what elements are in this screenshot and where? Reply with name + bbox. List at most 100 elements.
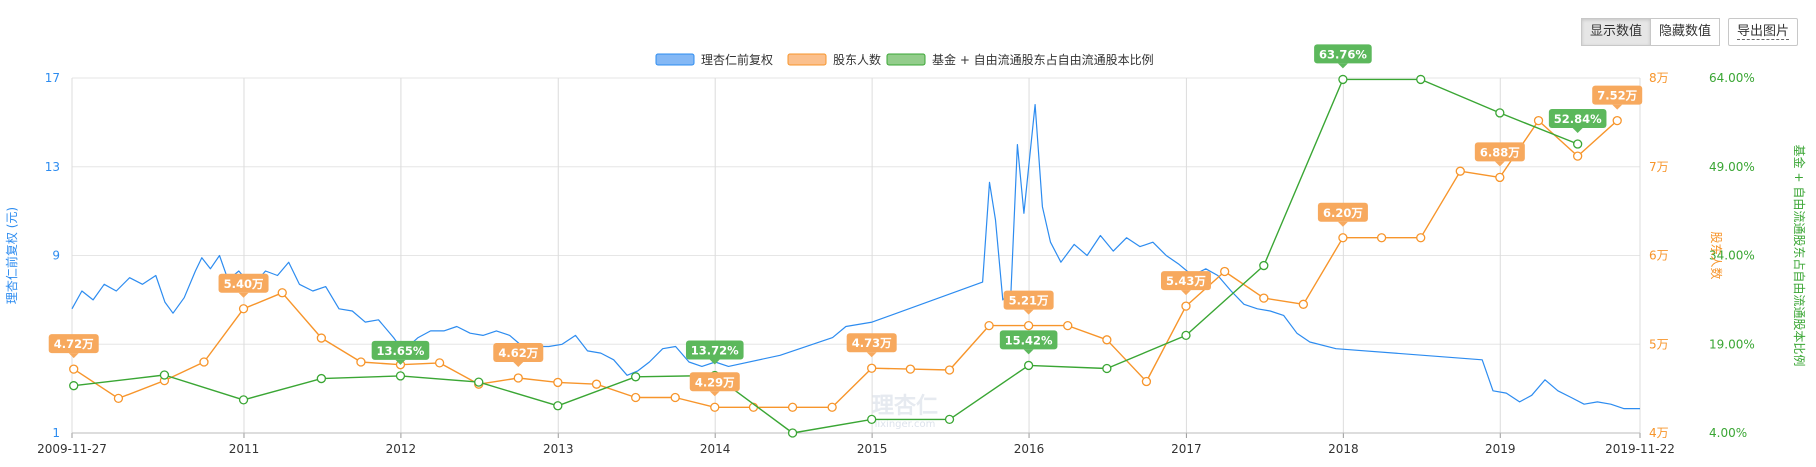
chart-toolbar: 显示数值 隐藏数值 导出图片 [1580, 18, 1798, 46]
data-label-box [48, 334, 99, 354]
y_left-tick-label: 1 [52, 426, 60, 440]
ratio-series-point [316, 373, 327, 384]
x-tick-label: 2013 [543, 442, 574, 456]
y_right1-tick-label: 5万 [1649, 337, 1669, 351]
holders-series-point [1495, 172, 1505, 183]
ratio-series-point [944, 414, 955, 425]
ratio-series-point [1023, 360, 1034, 371]
data-label-text: 5.21万 [1009, 294, 1049, 308]
data-label: 13.65% [371, 340, 430, 365]
holders-series-point [1023, 320, 1034, 331]
holders-series-point [710, 402, 720, 412]
data-label: 4.72万 [48, 334, 99, 359]
legend-item: 理杏仁前复权 [655, 52, 773, 67]
y-right2-axis-title: 基金 + 自由流通股东占自由流通股本比例 [1792, 145, 1807, 367]
legend-item: 基金 + 自由流通股东占自由流通股本比例 [886, 52, 1154, 67]
data-label-box [846, 333, 897, 353]
holders-series-point [1220, 266, 1230, 277]
holders-series-point [316, 333, 327, 343]
ratio-series-point [1495, 108, 1505, 118]
data-label-text: 4.73万 [852, 336, 892, 350]
ratio-series-point [1259, 260, 1269, 271]
legend-label: 基金 + 自由流通股东占自由流通股本比例 [932, 52, 1154, 67]
data-label: 13.72% [685, 340, 744, 365]
data-label-box [1003, 290, 1054, 310]
holders-series-point [1141, 376, 1152, 387]
data-label: 4.29万 [689, 372, 740, 397]
holders-series-point [1063, 320, 1073, 331]
holders-series-point [1573, 151, 1583, 161]
data-label-pointer [513, 361, 524, 367]
data-label-pointer [1023, 349, 1034, 355]
data-label: 4.73万 [846, 333, 897, 358]
ratio-series-point [1181, 330, 1191, 341]
data-label-text: 4.72万 [54, 337, 94, 351]
x-tick-label: 2012 [386, 442, 417, 456]
ratio-series-point [1573, 139, 1583, 149]
y_right1-tick-label: 4万 [1649, 426, 1669, 440]
data-label-box [999, 330, 1058, 350]
x-tick-label: 2009-11-27 [37, 442, 107, 456]
y_left-tick-label: 17 [45, 71, 60, 85]
y_right2-tick-label: 34.00% [1709, 249, 1755, 263]
holders-series-point [69, 364, 79, 374]
y_right1-tick-label: 7万 [1649, 160, 1669, 174]
hide-values-button[interactable]: 隐藏数值 [1650, 18, 1720, 46]
data-label-box [1317, 202, 1368, 222]
data-label: 63.76% [1314, 44, 1372, 69]
holders-series-point [944, 365, 955, 375]
ratio-series-point [787, 428, 798, 438]
data-label-text: 5.40万 [224, 277, 264, 291]
holders-series-point [670, 392, 680, 403]
show-values-button[interactable]: 显示数值 [1580, 18, 1651, 46]
data-label-box [218, 273, 269, 293]
data-label-box [689, 372, 740, 392]
data-label-text: 4.62万 [498, 346, 538, 360]
y_left-tick-label: 13 [45, 160, 60, 174]
holders-series-point [238, 304, 249, 314]
x-tick-label: 2011 [229, 442, 260, 456]
holders-series-point [787, 402, 798, 412]
data-label-text: 63.76% [1319, 47, 1367, 61]
data-label-pointer [1180, 290, 1191, 296]
holders-series-point [631, 392, 641, 403]
data-label: 5.40万 [218, 273, 269, 298]
holders-series-point [277, 288, 287, 298]
holders-series-point [1298, 299, 1309, 309]
price-series-line [71, 104, 1640, 410]
ratio-series-point [1416, 74, 1426, 85]
data-label-text: 6.88万 [1480, 145, 1520, 159]
holders-series-point [1338, 233, 1348, 243]
data-label-text: 7.52万 [1597, 89, 1637, 103]
watermark-url: lixinger.com [875, 419, 936, 430]
data-label-pointer [68, 353, 79, 359]
legend-label: 股东人数 [833, 52, 881, 67]
holders-series-point [513, 373, 523, 383]
data-label-box [371, 340, 430, 360]
y-left-axis-title: 理杏仁前复权 (元) [4, 207, 19, 304]
x-tick-label: 2014 [700, 442, 731, 456]
data-label-box [1160, 271, 1211, 291]
legend-swatch [886, 53, 926, 66]
data-label-pointer [1612, 104, 1623, 110]
holders-series-point [199, 357, 209, 367]
data-label: 4.62万 [493, 342, 544, 367]
y_left-tick-label: 9 [52, 249, 60, 263]
data-label-box [1474, 142, 1525, 162]
data-label: 7.52万 [1592, 85, 1643, 110]
x-tick-label: 2016 [1014, 442, 1045, 456]
data-label-box [1548, 109, 1607, 129]
ratio-series-point [553, 401, 563, 411]
data-label-text: 13.72% [691, 343, 739, 357]
data-label-pointer [1337, 63, 1348, 69]
holders-series-point [867, 363, 877, 373]
legend-swatch [655, 53, 695, 66]
data-label-pointer [709, 359, 720, 365]
export-image-button[interactable]: 导出图片 [1727, 18, 1798, 46]
data-label-text: 6.20万 [1323, 206, 1363, 220]
holders-series-point [1259, 293, 1269, 303]
data-label-pointer [1494, 161, 1505, 167]
data-label-box [685, 340, 744, 360]
holders-series-point [356, 357, 366, 367]
